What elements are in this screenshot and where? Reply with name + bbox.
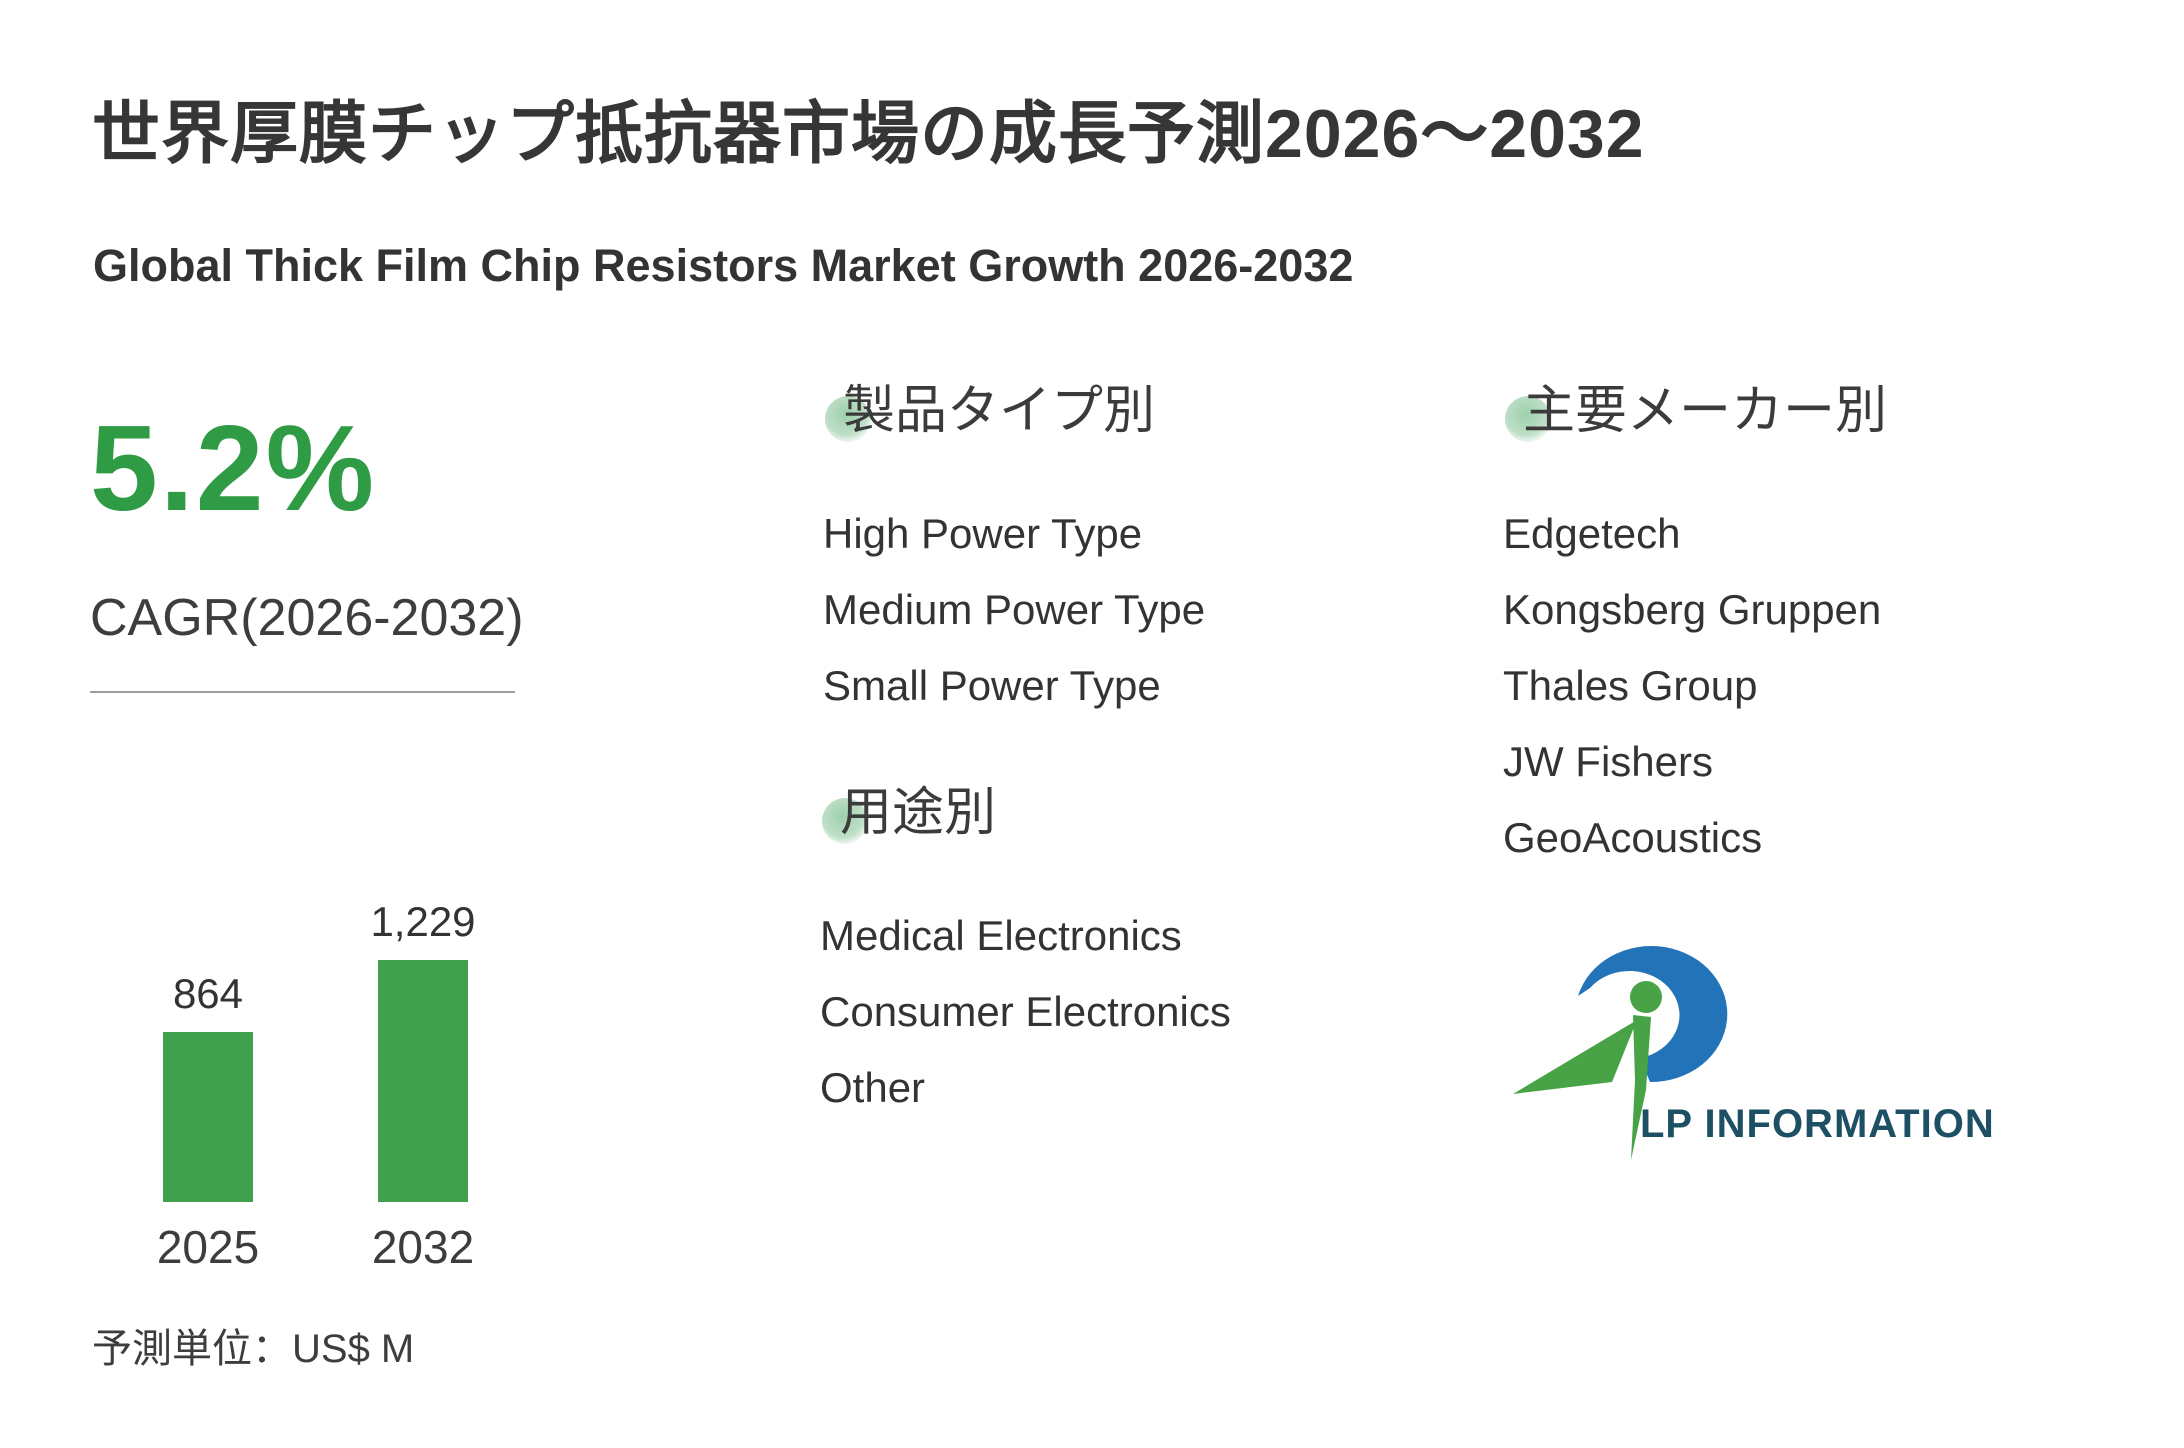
list-item: High Power Type bbox=[823, 510, 1143, 557]
list-item: Kongsberg Gruppen bbox=[1503, 586, 1882, 633]
product-type-list: High Power Type Medium Power Type Small Po… bbox=[823, 496, 1463, 724]
logo-blue-swoosh bbox=[1578, 946, 1728, 1083]
list-item: Other bbox=[820, 1064, 926, 1111]
green-dot-icon bbox=[825, 396, 871, 442]
section-heading-product-type: 製品タイプ別 bbox=[825, 368, 1463, 443]
lp-information-logo: LP INFORMATION bbox=[1500, 930, 2060, 1180]
logo-green-arm bbox=[1513, 1020, 1637, 1094]
bar-2032 bbox=[378, 960, 468, 1202]
bar-chart: 864 2025 1,229 2032 bbox=[90, 880, 560, 1273]
green-dot-icon bbox=[1505, 396, 1551, 442]
bar-category-label: 2025 bbox=[156, 1221, 260, 1273]
unit-note: 予測単位：US$ M bbox=[92, 1327, 415, 1371]
list-item: Small Power Type bbox=[823, 662, 1161, 709]
manufacturers-list: Edgetech Kongsberg Gruppen Thales Group JW … bbox=[1503, 496, 2143, 876]
list-item: Edgetech bbox=[1503, 510, 1681, 557]
green-dot-icon bbox=[822, 798, 868, 844]
list-item: Consumer Electronics bbox=[820, 988, 1231, 1035]
page-subtitle: Global Thick Film Chip Resistors Market … bbox=[93, 240, 1354, 291]
list-item: Thales Group bbox=[1503, 662, 1758, 709]
application-list: Medical Electronics Consumer Electronics O… bbox=[820, 898, 1460, 1126]
cagr-label: CAGR(2026-2032) bbox=[90, 589, 524, 647]
list-item: JW Fishers bbox=[1503, 738, 1713, 785]
cagr-value: 5.2% bbox=[90, 400, 377, 536]
list-item: GeoAcoustics bbox=[1503, 814, 1763, 861]
bar-value-label: 1,229 bbox=[370, 898, 476, 945]
logo-text: LP INFORMATION bbox=[1640, 1102, 1995, 1146]
section-heading-application: 用途別 bbox=[822, 770, 1460, 845]
logo-green-head bbox=[1630, 981, 1662, 1013]
divider-line bbox=[90, 691, 515, 693]
section-manufacturers: 主要メーカー別 Edgetech Kongsberg Gruppen Thales … bbox=[1503, 368, 2143, 861]
list-item: Medium Power Type bbox=[823, 586, 1206, 633]
logo-green-body bbox=[1631, 1015, 1651, 1160]
section-product-type: 製品タイプ別 High Power Type Medium Power Type S… bbox=[823, 368, 1463, 709]
bar-category-label: 2032 bbox=[371, 1221, 475, 1273]
page-title: 世界厚膜チップ抵抗器市場の成長予測2026～2032 bbox=[92, 96, 1645, 172]
lp-logo-mark-icon bbox=[1513, 946, 1728, 1160]
section-heading-manufacturers: 主要メーカー別 bbox=[1505, 368, 2143, 443]
bar-2025 bbox=[163, 1032, 253, 1202]
bar-value-label: 864 bbox=[172, 970, 244, 1017]
list-item: Medical Electronics bbox=[820, 912, 1182, 959]
section-application: 用途別 Medical Electronics Consumer Electron… bbox=[820, 770, 1460, 1111]
